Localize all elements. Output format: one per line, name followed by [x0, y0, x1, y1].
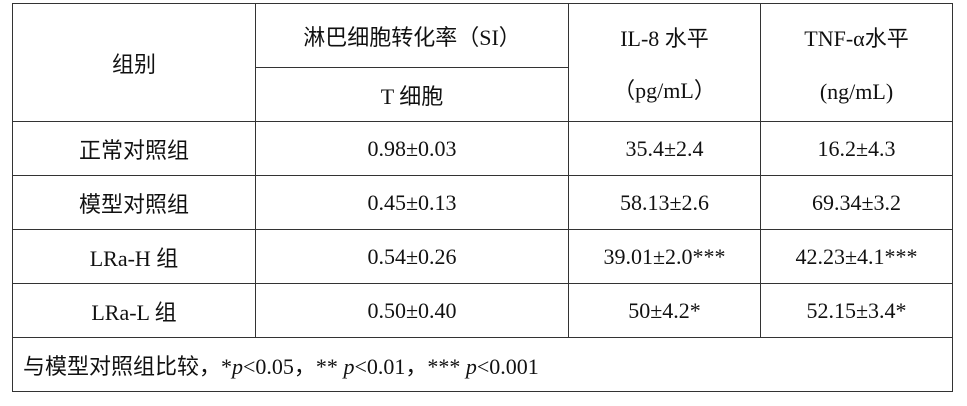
table-row: 模型对照组 0.45±0.13 58.13±2.6 69.34±3.2 — [12, 175, 953, 230]
header-cell: TNF-α水平 (ng/mL) — [760, 3, 953, 122]
footnote-part: p — [465, 353, 477, 379]
header-line: (ng/mL) — [819, 78, 894, 104]
table-cell: 0.50±0.40 — [255, 283, 569, 338]
table-row: LRa-L 组 0.50±0.40 50±4.2* 52.15±3.4* — [12, 283, 953, 338]
table-cell: 0.54±0.26 — [255, 229, 569, 284]
header-line: IL-8 水平 — [620, 25, 709, 51]
table-cell: 69.34±3.2 — [760, 175, 953, 230]
table-cell: 模型对照组 — [12, 175, 256, 230]
table-cell: 35.4±2.4 — [568, 121, 761, 176]
footnote-part: 与模型对照组比较，* — [23, 353, 233, 379]
table-cell: LRa-H 组 — [12, 229, 256, 284]
table-row: 正常对照组 0.98±0.03 35.4±2.4 16.2±4.3 — [12, 121, 953, 176]
table-cell: 58.13±2.6 — [568, 175, 761, 230]
data-table: 组别 淋巴细胞转化率（SI） IL-8 水平 （pg/mL） TNF-α水平 (… — [12, 3, 953, 392]
header-cell: IL-8 水平 （pg/mL） — [568, 3, 761, 122]
header-cell: 组别 — [12, 3, 256, 122]
footnote-part: p — [343, 353, 355, 379]
table-cell: 16.2±4.3 — [760, 121, 953, 176]
table-cell: 0.45±0.13 — [255, 175, 569, 230]
footnote-part: <0.001 — [476, 353, 539, 379]
table-cell: 42.23±4.1*** — [760, 229, 953, 284]
table-cell: 50±4.2* — [568, 283, 761, 338]
table-body: 正常对照组 0.98±0.03 35.4±2.4 16.2±4.3 模型对照组 0.45±… — [12, 121, 953, 338]
header-cell: 淋巴细胞转化率（SI） — [255, 3, 569, 68]
table-cell: LRa-L 组 — [12, 283, 256, 338]
table-cell: 正常对照组 — [12, 121, 256, 176]
header-line: TNF-α水平 — [804, 25, 909, 51]
footnote: 与模型对照组比较，*p<0.05，** p<0.01，*** p<0.001 — [12, 337, 953, 392]
footnote-part: p — [232, 353, 244, 379]
footnote-part: <0.01，*** — [354, 353, 466, 379]
header-cell: T 细胞 — [255, 67, 569, 122]
table-cell: 39.01±2.0*** — [568, 229, 761, 284]
table-cell: 52.15±3.4* — [760, 283, 953, 338]
table-cell: 0.98±0.03 — [255, 121, 569, 176]
table-row: LRa-H 组 0.54±0.26 39.01±2.0*** 42.23±4.1*** — [12, 229, 953, 284]
header-line: （pg/mL） — [613, 77, 716, 103]
footnote-part: <0.05，** — [243, 353, 344, 379]
